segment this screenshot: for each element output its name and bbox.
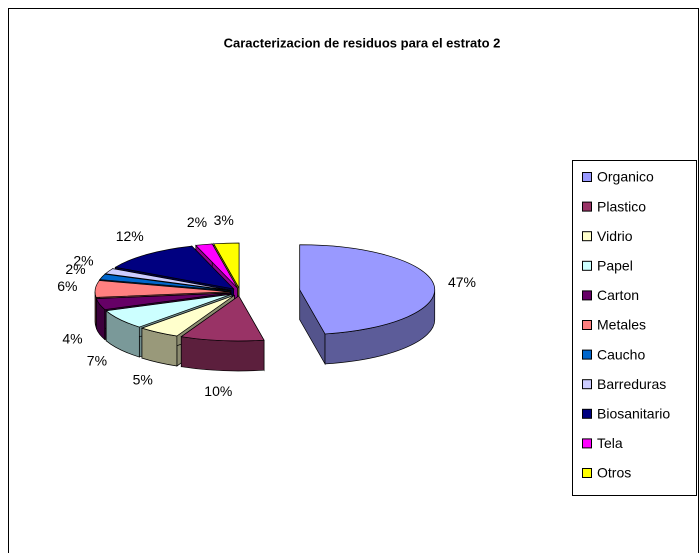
legend-label: Tela bbox=[597, 435, 623, 451]
legend-label: Caucho bbox=[597, 346, 645, 362]
slice bbox=[180, 295, 265, 342]
slice bbox=[105, 293, 232, 328]
legend-swatch bbox=[582, 349, 592, 360]
legend-box bbox=[572, 160, 697, 496]
legend-swatch bbox=[582, 468, 592, 478]
slice bbox=[95, 292, 231, 310]
slice bbox=[140, 294, 235, 337]
legend-swatch bbox=[582, 231, 592, 242]
legend-label: Vidrio bbox=[597, 228, 633, 244]
legend-label: Metales bbox=[597, 317, 646, 333]
data-label: 5% bbox=[133, 371, 153, 387]
legend-label: Organico bbox=[597, 169, 654, 185]
legend-label: Biosanitario bbox=[597, 406, 670, 422]
data-label: 47% bbox=[448, 274, 476, 290]
data-label: 10% bbox=[204, 383, 232, 399]
data-label: 4% bbox=[62, 330, 82, 346]
legend-swatch bbox=[582, 408, 592, 419]
data-label: 7% bbox=[87, 353, 107, 369]
chart-title: Caracterizacion de residuos para el estr… bbox=[224, 35, 501, 50]
slice bbox=[213, 242, 240, 290]
slice bbox=[195, 243, 238, 289]
legend-swatch bbox=[582, 290, 592, 301]
legend-swatch bbox=[582, 201, 592, 212]
data-label: 2% bbox=[73, 252, 93, 268]
slice bbox=[299, 244, 436, 335]
legend-label: Papel bbox=[597, 258, 633, 274]
legend-swatch bbox=[582, 379, 592, 390]
legend-swatch bbox=[582, 172, 592, 182]
data-label: 3% bbox=[214, 212, 234, 228]
data-label: 2% bbox=[65, 261, 85, 277]
legend-label: Otros bbox=[597, 465, 631, 481]
slice bbox=[99, 273, 231, 292]
legend-swatch bbox=[582, 320, 592, 330]
slice bbox=[104, 268, 232, 291]
slice-side bbox=[180, 336, 265, 372]
data-label: 12% bbox=[116, 228, 144, 244]
data-label: 2% bbox=[187, 214, 207, 230]
legend-swatch bbox=[582, 260, 592, 271]
legend-label: Plastico bbox=[597, 198, 646, 214]
data-label: 6% bbox=[57, 278, 77, 294]
legend-swatch bbox=[582, 438, 592, 449]
legend-label: Barreduras bbox=[597, 376, 666, 392]
slice bbox=[114, 245, 235, 290]
slice bbox=[94, 280, 231, 298]
legend-label: Carton bbox=[597, 287, 639, 303]
